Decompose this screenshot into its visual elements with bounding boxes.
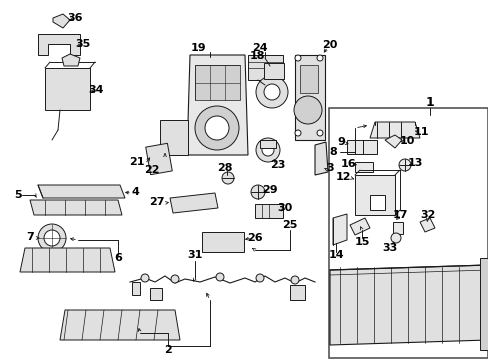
- Text: 35: 35: [75, 39, 90, 49]
- Text: 34: 34: [88, 85, 103, 95]
- Circle shape: [294, 55, 301, 61]
- Text: 11: 11: [412, 127, 428, 137]
- Text: 6: 6: [114, 253, 122, 263]
- Text: 15: 15: [354, 237, 369, 247]
- Circle shape: [256, 76, 287, 108]
- Polygon shape: [38, 185, 125, 198]
- Text: 36: 36: [67, 13, 82, 23]
- Bar: [346, 140, 376, 154]
- Text: 28: 28: [217, 163, 232, 173]
- Circle shape: [390, 233, 400, 243]
- Text: 33: 33: [382, 243, 397, 253]
- Circle shape: [398, 159, 410, 171]
- Polygon shape: [60, 310, 180, 340]
- Polygon shape: [20, 248, 115, 272]
- Text: 25: 25: [282, 220, 297, 230]
- Polygon shape: [45, 68, 90, 110]
- Polygon shape: [329, 265, 487, 345]
- Circle shape: [294, 130, 301, 136]
- Bar: [195, 65, 240, 100]
- Circle shape: [216, 273, 224, 281]
- Bar: [254, 204, 283, 218]
- Text: 31: 31: [187, 250, 202, 260]
- Circle shape: [316, 55, 323, 61]
- Text: 20: 20: [322, 40, 337, 50]
- Polygon shape: [38, 34, 80, 55]
- Text: 7: 7: [26, 232, 34, 242]
- Text: 23: 23: [270, 160, 285, 170]
- Bar: [369, 195, 384, 210]
- Polygon shape: [294, 55, 325, 140]
- Circle shape: [293, 96, 321, 124]
- Text: 9: 9: [336, 137, 344, 147]
- Bar: [392, 222, 402, 234]
- Text: 21: 21: [129, 157, 144, 167]
- Polygon shape: [289, 285, 305, 300]
- Text: 22: 22: [144, 165, 160, 175]
- Text: 5: 5: [14, 190, 22, 200]
- Bar: [247, 55, 283, 80]
- Polygon shape: [62, 54, 80, 66]
- Text: 26: 26: [246, 233, 262, 243]
- Text: 2: 2: [164, 345, 171, 355]
- Bar: [202, 232, 244, 252]
- Bar: [160, 120, 187, 155]
- Circle shape: [141, 274, 149, 282]
- Polygon shape: [369, 122, 419, 138]
- Bar: [145, 143, 172, 175]
- Polygon shape: [354, 175, 394, 215]
- Polygon shape: [170, 193, 218, 213]
- Text: 19: 19: [190, 43, 205, 53]
- Text: 16: 16: [340, 159, 355, 169]
- Polygon shape: [53, 14, 70, 28]
- Circle shape: [256, 138, 280, 162]
- Polygon shape: [384, 135, 401, 148]
- Bar: [299, 65, 317, 93]
- Polygon shape: [30, 200, 122, 215]
- Bar: [260, 140, 275, 148]
- Polygon shape: [314, 142, 327, 175]
- Text: 32: 32: [420, 210, 435, 220]
- Bar: [354, 162, 372, 172]
- Bar: [328, 108, 487, 358]
- Text: 27: 27: [149, 197, 164, 207]
- Circle shape: [171, 275, 179, 283]
- Text: 17: 17: [391, 210, 407, 220]
- Polygon shape: [150, 288, 162, 300]
- Circle shape: [256, 274, 264, 282]
- Circle shape: [316, 130, 323, 136]
- Text: 24: 24: [252, 43, 267, 53]
- Text: 29: 29: [262, 185, 277, 195]
- Text: 3: 3: [325, 163, 333, 173]
- Text: 30: 30: [277, 203, 292, 213]
- Bar: [264, 63, 284, 79]
- Circle shape: [222, 172, 234, 184]
- Text: 14: 14: [327, 250, 343, 260]
- Polygon shape: [132, 282, 140, 295]
- Polygon shape: [419, 218, 434, 232]
- Circle shape: [38, 224, 66, 252]
- Text: 8: 8: [328, 147, 336, 157]
- Circle shape: [262, 144, 273, 156]
- Circle shape: [204, 116, 228, 140]
- Polygon shape: [349, 218, 369, 235]
- Text: 1: 1: [425, 96, 433, 109]
- Circle shape: [250, 185, 264, 199]
- Circle shape: [264, 84, 280, 100]
- Circle shape: [290, 276, 298, 284]
- Text: 12: 12: [335, 172, 350, 182]
- Text: 4: 4: [131, 187, 139, 197]
- Polygon shape: [332, 214, 346, 245]
- Polygon shape: [186, 55, 247, 155]
- Text: 18: 18: [249, 51, 264, 61]
- Circle shape: [195, 106, 239, 150]
- Text: 13: 13: [407, 158, 422, 168]
- Polygon shape: [479, 258, 488, 350]
- Text: 10: 10: [399, 136, 414, 146]
- Circle shape: [44, 230, 60, 246]
